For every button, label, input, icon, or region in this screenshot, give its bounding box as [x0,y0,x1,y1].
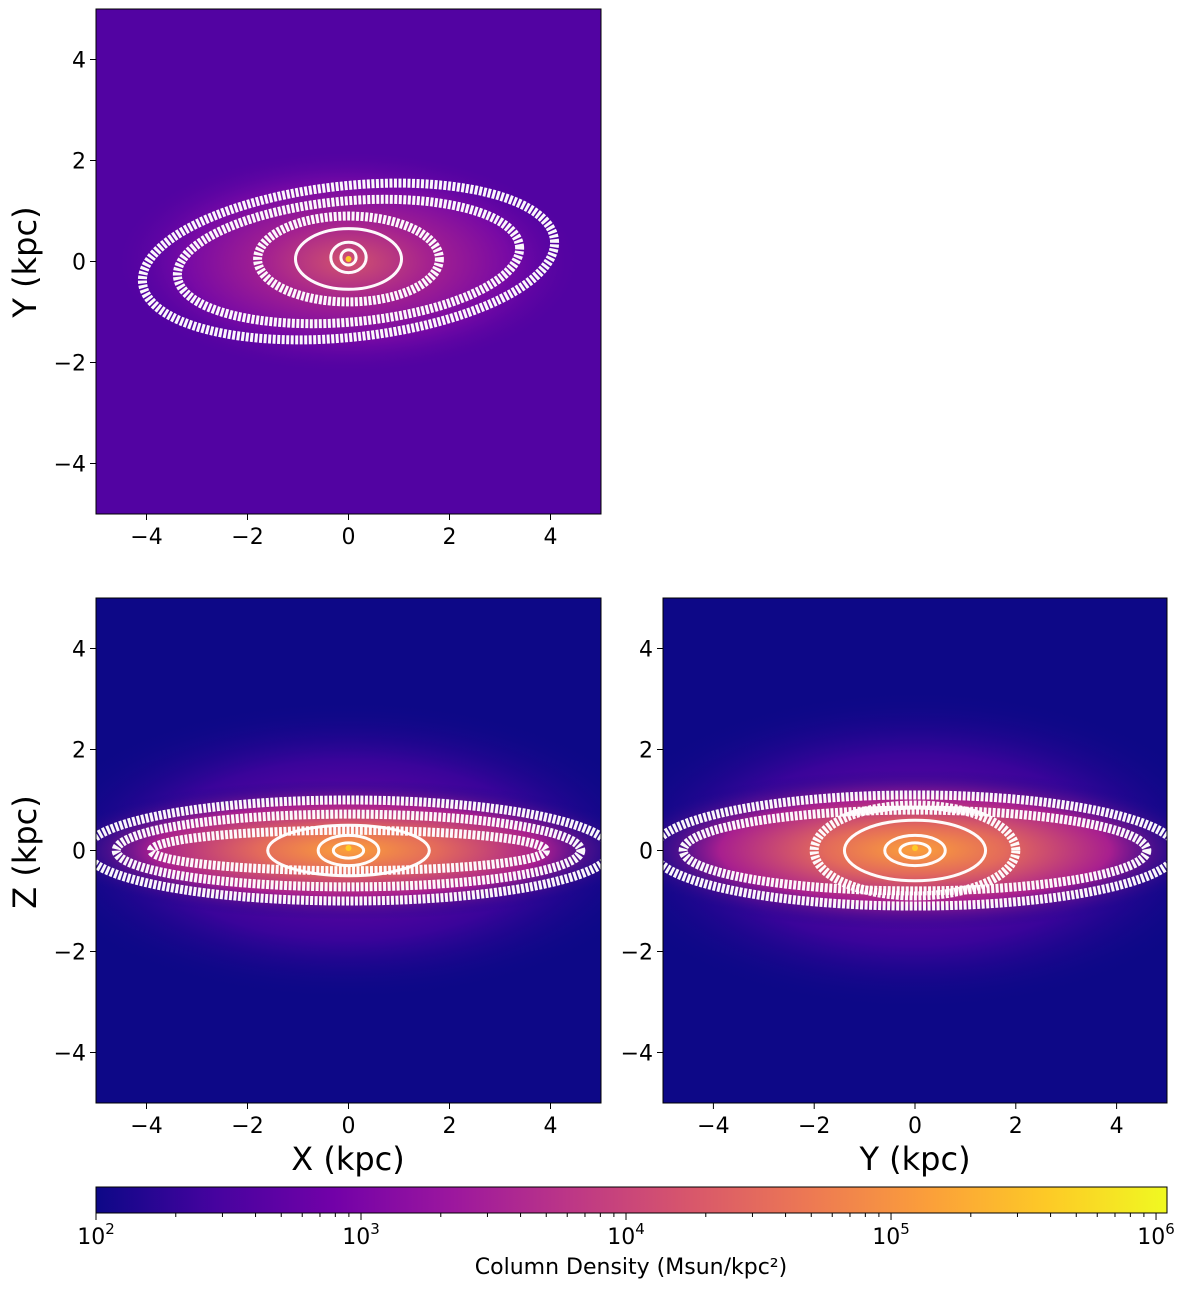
panel-edge-on-yz: −4 −2 0 2 4 −4 −2 0 2 4 Y (kpc) [621,597,1168,1178]
y-tick-label: 0 [72,840,86,865]
contour-line [331,841,366,860]
y-tick-label: −2 [54,352,86,377]
x-tick-label: 0 [908,1114,922,1139]
contour-line [842,818,988,883]
x-tick-label: 2 [443,525,457,550]
contour-line [266,823,431,878]
panel-face-on: −4 −2 0 2 4 −4 −2 0 2 4 Y (kpc) [6,8,602,551]
density-glow [118,152,578,372]
contour-line [809,800,1021,901]
density-contours [96,795,601,906]
contour-line [96,795,601,906]
density-field [118,152,578,372]
contour-line [316,833,381,868]
x-tick-label: −4 [130,1114,162,1139]
density-contours [663,790,1167,911]
y-tick-label: 2 [639,739,653,764]
y-tick-label: 4 [72,638,86,663]
contour-line [678,805,1152,896]
y-tick-label: 0 [639,840,653,865]
colorbar-tick-label: 105 [872,1220,910,1250]
density-contours [137,178,560,345]
x-tick-label: −4 [130,525,162,550]
colorbar: 102 103 104 105 106 Column Density (Msun/kpc… [77,1186,1175,1280]
core-peak [345,844,352,851]
colorbar-tick-label: 102 [77,1220,115,1250]
x-tick-label: −2 [798,1114,830,1139]
y-tick-label: 4 [72,49,86,74]
x-tick-label: 2 [1009,1114,1023,1139]
axis-ticks: −4 −2 0 2 4 −4 −2 0 2 4 [54,49,558,551]
x-axis-label: X (kpc) [291,1140,405,1178]
contour-line [663,790,1167,911]
colorbar-label: Column Density (Msun/kpc²) [475,1255,787,1280]
y-tick-label: −4 [54,453,86,478]
x-tick-label: 4 [1110,1114,1124,1139]
core-peak [912,844,918,851]
x-tick-label: 2 [443,1114,457,1139]
y-tick-label: 4 [639,638,653,663]
y-tick-label: −4 [54,1042,86,1067]
y-axis-label: Y (kpc) [6,206,44,318]
contour-line [293,227,404,291]
contour-line [329,240,368,275]
x-tick-label: 4 [544,525,558,550]
contour-line [883,833,947,868]
x-tick-label: −4 [697,1114,729,1139]
y-tick-label: 2 [72,150,86,175]
x-tick-label: −2 [231,525,263,550]
x-tick-label: 4 [544,1114,558,1139]
contour-line [898,841,932,860]
contour-line [253,211,444,307]
axis-ticks: −4 −2 0 2 4 −4 −2 0 2 4 [54,638,558,1140]
colorbar-tick-label: 106 [1137,1220,1175,1250]
panel-edge-on-xz: −4 −2 0 2 4 −4 −2 0 2 4 X (kpc) Z (kpc) [6,597,602,1178]
contour-line [172,194,525,329]
x-tick-label: −2 [231,1114,263,1139]
core-peak [345,255,352,262]
colorbar-ticks: 102 103 104 105 106 [77,1213,1175,1250]
y-tick-label: −2 [54,941,86,966]
contour-line [137,178,560,345]
y-tick-label: −2 [621,941,653,966]
contour-line [339,248,358,267]
x-axis-label: Y (kpc) [858,1140,970,1178]
contour-line [111,809,586,892]
y-tick-label: 2 [72,739,86,764]
y-tick-label: −4 [621,1042,653,1067]
x-tick-label: 0 [342,525,356,550]
y-tick-label: 0 [72,251,86,276]
y-axis-label: Z (kpc) [6,795,44,909]
colorbar-gradient [95,1186,1168,1214]
colorbar-tick-label: 103 [342,1220,380,1250]
x-tick-label: 0 [342,1114,356,1139]
colorbar-tick-label: 104 [607,1220,645,1250]
axis-ticks: −4 −2 0 2 4 −4 −2 0 2 4 [621,638,1124,1140]
contour-line [147,825,550,876]
